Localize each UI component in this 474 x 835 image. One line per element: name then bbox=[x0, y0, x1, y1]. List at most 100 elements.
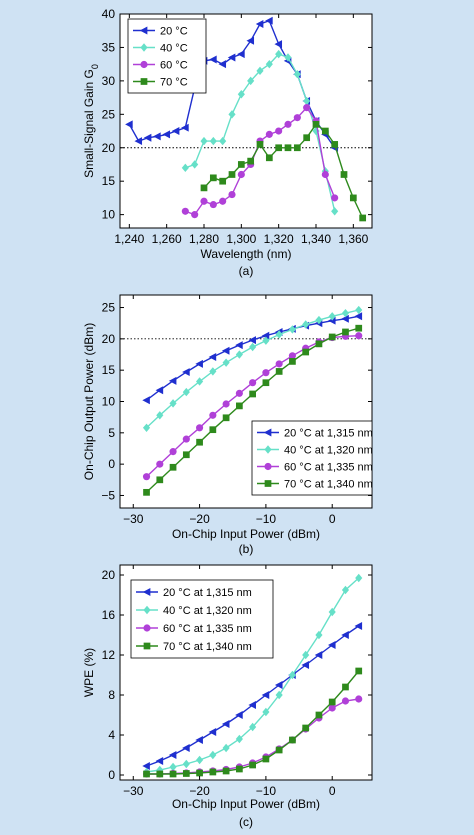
data-point bbox=[315, 711, 323, 719]
y-tick-label: 35 bbox=[102, 40, 116, 54]
data-point bbox=[359, 214, 367, 222]
data-point bbox=[222, 743, 230, 753]
data-point bbox=[142, 423, 151, 433]
data-point bbox=[315, 315, 323, 325]
x-tick-label: 0 bbox=[329, 784, 336, 798]
x-tick-label: 1,340 bbox=[301, 232, 331, 246]
data-point bbox=[293, 69, 301, 79]
data-point bbox=[219, 136, 227, 146]
y-tick-label: 40 bbox=[102, 7, 116, 21]
data-point bbox=[354, 312, 363, 321]
data-point bbox=[209, 55, 217, 64]
data-point bbox=[341, 697, 350, 705]
legend: 20 °C 40 °C 60 °C 70 °C bbox=[127, 18, 207, 94]
legend-marker bbox=[264, 445, 272, 454]
legend-marker bbox=[264, 462, 272, 471]
data-point bbox=[182, 387, 190, 397]
data-point bbox=[342, 683, 349, 691]
data-point bbox=[248, 701, 256, 709]
data-point bbox=[328, 333, 336, 341]
data-point bbox=[125, 120, 133, 129]
data-point bbox=[181, 207, 189, 215]
data-point bbox=[237, 161, 245, 168]
legend-marker bbox=[143, 624, 151, 632]
legend-item: 20 °C at 1,315 nm bbox=[257, 428, 373, 440]
data-point bbox=[209, 426, 217, 434]
data-point bbox=[293, 114, 301, 122]
data-point bbox=[328, 704, 336, 712]
data-point bbox=[191, 160, 199, 169]
data-point bbox=[355, 573, 363, 583]
data-point bbox=[235, 711, 243, 719]
y-tick-label: 15 bbox=[102, 174, 116, 188]
data-point bbox=[288, 670, 296, 680]
legend-box bbox=[130, 579, 274, 659]
data-point bbox=[255, 20, 264, 29]
data-point bbox=[355, 332, 363, 340]
data-point bbox=[134, 137, 143, 146]
axes-frame bbox=[119, 564, 373, 781]
data-point bbox=[288, 325, 296, 334]
legend-marker bbox=[140, 78, 148, 85]
data-point bbox=[196, 424, 204, 432]
data-point bbox=[248, 336, 256, 345]
y-tick-label: 5 bbox=[108, 426, 115, 440]
chart-panel-3: −30 −20 −10 0 0 4 8 12 16 20 On-Chip Input Power (… bbox=[82, 564, 373, 829]
legend: 20 °C at 1,315 nm 40 °C at 1,320 nm 60 °C … bbox=[130, 579, 274, 659]
data-point bbox=[321, 170, 329, 179]
data-point bbox=[303, 96, 311, 106]
y-tick-label: 25 bbox=[102, 107, 116, 121]
data-point bbox=[169, 448, 177, 456]
data-point bbox=[275, 690, 283, 700]
data-point bbox=[289, 358, 296, 365]
data-point bbox=[182, 770, 190, 777]
y-tick-label: 10 bbox=[102, 395, 116, 409]
data-point bbox=[237, 170, 245, 179]
data-point bbox=[341, 308, 350, 318]
legend-item: 60 °C at 1,335 nm bbox=[136, 623, 252, 635]
data-point bbox=[196, 755, 204, 765]
data-point bbox=[181, 123, 189, 132]
data-point bbox=[274, 681, 283, 689]
data-point bbox=[328, 641, 336, 649]
x-tick-label: 1,260 bbox=[152, 232, 182, 246]
data-point bbox=[262, 369, 270, 377]
data-point bbox=[235, 389, 243, 397]
legend-label: 70 °C at 1,340 nm bbox=[163, 641, 252, 653]
data-point bbox=[331, 141, 339, 148]
y-tick-label: 4 bbox=[108, 728, 115, 742]
data-point bbox=[196, 769, 203, 777]
data-point bbox=[195, 736, 203, 744]
legend-marker bbox=[264, 480, 272, 487]
data-point bbox=[222, 414, 230, 422]
x-tick-label: −20 bbox=[189, 512, 210, 526]
data-point bbox=[312, 126, 320, 136]
y-tick-label: 8 bbox=[108, 688, 115, 702]
data-point bbox=[349, 194, 357, 202]
legend-label: 70 °C at 1,340 nm bbox=[284, 479, 373, 491]
legend-label: 60 °C at 1,335 nm bbox=[163, 623, 252, 635]
panel-label: (a) bbox=[239, 264, 254, 278]
y-tick-label: 30 bbox=[102, 74, 116, 88]
data-point bbox=[275, 49, 283, 59]
data-point bbox=[301, 661, 310, 669]
data-point bbox=[342, 328, 349, 336]
data-point bbox=[275, 368, 283, 375]
y-tick-label: 10 bbox=[102, 208, 116, 222]
data-point bbox=[227, 53, 236, 62]
x-tick-label: 1,240 bbox=[114, 232, 144, 246]
data-point bbox=[156, 411, 164, 420]
data-point bbox=[275, 360, 283, 368]
data-point bbox=[236, 402, 243, 410]
data-point bbox=[182, 759, 190, 769]
y-tick-label: 25 bbox=[102, 301, 116, 315]
data-point bbox=[284, 120, 292, 128]
data-point bbox=[355, 667, 363, 675]
data-point bbox=[169, 463, 177, 471]
data-point bbox=[222, 400, 230, 408]
data-point bbox=[209, 174, 217, 182]
data-point bbox=[235, 341, 243, 350]
data-point bbox=[341, 585, 350, 595]
data-point bbox=[168, 376, 177, 385]
data-point bbox=[262, 379, 270, 387]
